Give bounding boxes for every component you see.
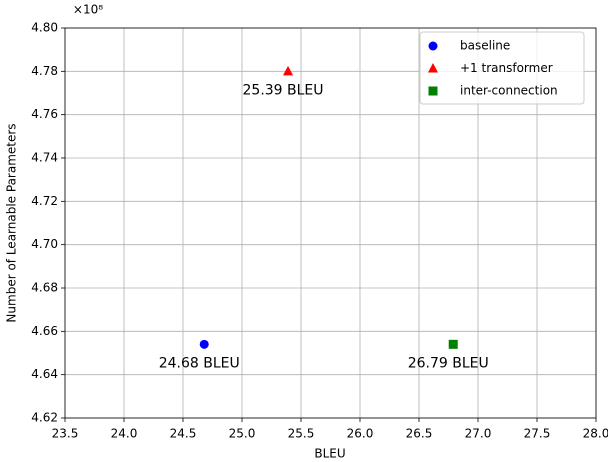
point-label: 26.79 BLEU [408, 355, 489, 371]
point-label: 24.68 BLEU [159, 355, 240, 371]
point [199, 339, 209, 349]
legend-marker [428, 63, 438, 73]
y-tick-label: 4.74 [31, 151, 58, 165]
x-tick-label: 25.5 [288, 427, 315, 441]
legend-label: inter-connection [460, 84, 558, 98]
x-tick-label: 28.0 [583, 427, 608, 441]
x-tick-label: 23.5 [52, 427, 79, 441]
x-tick-label: 26.5 [406, 427, 433, 441]
point [283, 65, 294, 76]
legend-marker [428, 41, 438, 51]
y-offset-label: ×10⁸ [73, 3, 103, 17]
x-axis-label: BLEU [314, 447, 345, 461]
x-tick-label: 26.0 [347, 427, 374, 441]
y-tick-label: 4.64 [31, 367, 58, 381]
x-tick-label: 25.0 [229, 427, 256, 441]
y-tick-label: 4.76 [31, 107, 58, 121]
x-tick-label: 27.5 [524, 427, 551, 441]
x-tick-label: 24.0 [111, 427, 138, 441]
legend-marker [428, 86, 438, 96]
y-tick-label: 4.78 [31, 64, 58, 78]
y-tick-label: 4.70 [31, 237, 58, 251]
y-tick-label: 4.80 [31, 21, 58, 35]
x-tick-label: 24.5 [170, 427, 197, 441]
point [448, 339, 458, 349]
x-tick-label: 27.0 [465, 427, 492, 441]
y-tick-label: 4.62 [31, 411, 58, 425]
legend-label: baseline [460, 39, 510, 53]
y-tick-label: 4.68 [31, 281, 58, 295]
legend-label: +1 transformer [460, 61, 553, 75]
y-tick-label: 4.66 [31, 324, 58, 338]
y-tick-label: 4.72 [31, 194, 58, 208]
plot-frame [64, 27, 597, 419]
legend-box [419, 31, 585, 105]
point-label: 25.39 BLEU [243, 82, 324, 98]
y-axis-label: Number of Learnable Parameters [5, 123, 19, 322]
